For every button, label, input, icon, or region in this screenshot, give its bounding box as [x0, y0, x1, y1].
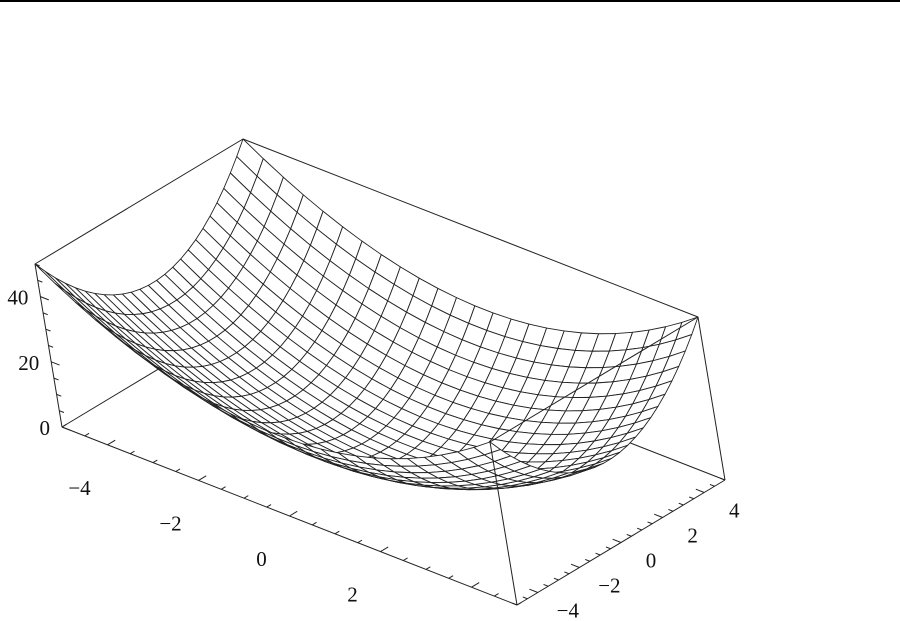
x-tick	[243, 495, 249, 499]
y-tick	[636, 527, 642, 531]
y-tick	[647, 521, 653, 525]
x-tick	[493, 593, 499, 597]
y-tick	[564, 571, 570, 575]
z-tick	[48, 345, 54, 348]
y-tick	[668, 508, 674, 512]
z-tick-label: 0	[40, 416, 51, 440]
z-tick	[42, 312, 48, 316]
y-tick	[584, 558, 590, 562]
y-tick	[720, 477, 726, 481]
y-tick-label: 0	[646, 549, 657, 573]
z-tick	[45, 328, 51, 332]
z-tick	[40, 296, 49, 301]
box-edge	[697, 316, 726, 481]
top-rule	[0, 0, 900, 2]
x-tick	[129, 450, 135, 455]
y-tick	[529, 588, 538, 593]
y-tick	[695, 488, 705, 493]
z-tick-label: 40	[7, 286, 28, 310]
x-tick	[84, 432, 90, 437]
x-tick	[334, 530, 340, 535]
x-tick	[311, 521, 317, 526]
box-edge	[489, 441, 518, 606]
mesh-cell	[447, 480, 476, 487]
box-edge	[489, 316, 699, 443]
axis-ticks	[34, 263, 726, 606]
x-tick	[516, 601, 522, 606]
z-tick-label: 20	[18, 351, 39, 375]
x-tick	[448, 575, 454, 579]
y-tick-label: 4	[729, 499, 740, 523]
x-tick-label: 4	[438, 618, 449, 621]
x-tick	[152, 459, 158, 464]
x-tick	[220, 486, 226, 490]
y-tick	[570, 563, 580, 568]
x-tick	[402, 557, 408, 561]
z-tick	[51, 361, 60, 366]
y-tick-label: −2	[598, 574, 620, 598]
x-tick-label: 0	[256, 547, 267, 571]
y-tick	[522, 596, 528, 600]
z-tick	[59, 410, 65, 413]
x-tick	[357, 539, 363, 544]
x-tick-label: −4	[68, 476, 91, 500]
y-tick-label: −4	[557, 599, 580, 621]
y-tick	[678, 502, 684, 506]
x-tick	[198, 475, 207, 481]
x-tick	[380, 546, 389, 553]
x-tick	[266, 504, 272, 508]
y-tick	[605, 546, 611, 550]
x-tick	[175, 468, 181, 472]
y-tick	[595, 552, 601, 556]
x-tick-label: −2	[159, 511, 181, 535]
y-tick-label: 2	[687, 524, 698, 548]
z-tick	[61, 426, 71, 431]
y-tick	[612, 538, 622, 543]
x-tick	[425, 566, 431, 570]
z-tick	[56, 393, 62, 397]
x-tick	[471, 582, 480, 588]
x-tick	[289, 510, 298, 517]
z-tick	[34, 263, 40, 267]
box-edge	[34, 138, 244, 265]
x-tick	[61, 423, 67, 428]
y-tick	[654, 513, 663, 518]
z-tick	[37, 279, 43, 283]
surface-mesh	[34, 138, 699, 491]
x-tick	[107, 439, 116, 446]
z-tick	[53, 377, 59, 381]
box-edge	[242, 138, 699, 318]
y-tick	[512, 602, 518, 606]
y-tick	[688, 496, 694, 500]
y-tick	[553, 577, 559, 581]
x-tick-label: 2	[347, 583, 358, 607]
y-tick	[626, 533, 632, 537]
y-tick	[709, 483, 715, 487]
y-tick	[543, 583, 549, 587]
